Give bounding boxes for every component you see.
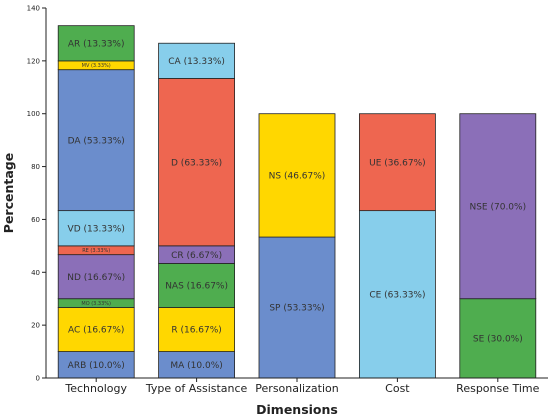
y-tick-label: 20 bbox=[31, 322, 40, 330]
bar-stack: CE (63.33%) UE (36.67%) bbox=[358, 113, 436, 379]
bar-segment bbox=[459, 113, 537, 300]
x-axis-title: Dimensions bbox=[256, 402, 338, 417]
bar-segment-label: AC (16.67%) bbox=[68, 326, 124, 336]
x-tick-label: Response Time bbox=[456, 382, 539, 395]
y-tick-label: 60 bbox=[31, 216, 40, 224]
bar-segment-label: R (16.67%) bbox=[171, 326, 221, 336]
bar-stack: MA (10.0%) R (16.67%) NAS (16.67%) CR (6.67… bbox=[158, 42, 236, 379]
bar-segment-label: RE (3.33%) bbox=[82, 248, 110, 254]
y-tick-label: 120 bbox=[27, 57, 40, 65]
bar-segment bbox=[57, 254, 135, 300]
bar-segment bbox=[258, 113, 336, 238]
bar-segment-label: NAS (16.67%) bbox=[165, 282, 228, 292]
bar-segment-label: MO (3.33%) bbox=[81, 301, 111, 307]
x-tick-label: Technology bbox=[64, 382, 127, 395]
bar-segment-label: CA (13.33%) bbox=[168, 57, 225, 67]
y-tick-label: 80 bbox=[31, 163, 40, 171]
bar-segment-label: MV (3.33%) bbox=[82, 63, 111, 69]
bar-stack: SP (53.33%) NS (46.67%) bbox=[258, 113, 336, 379]
bar-segment-label: CE (63.33%) bbox=[369, 290, 425, 300]
bar-segment bbox=[358, 210, 436, 379]
bar-stack: SE (30.0%) NSE (70.0%) bbox=[459, 113, 537, 379]
bar-segment-label: D (63.33%) bbox=[171, 158, 222, 168]
bar-segment bbox=[158, 263, 236, 308]
y-axis-ticks: 0 20 40 60 80 100 120 140 bbox=[27, 5, 46, 383]
bar-segment-label: SP (53.33%) bbox=[269, 304, 324, 314]
bar-segment-label: ARB (10.0%) bbox=[68, 361, 125, 371]
bar-segment bbox=[158, 307, 236, 352]
bar-segment-label: UE (36.67%) bbox=[369, 158, 425, 168]
bar-segment-label: NS (46.67%) bbox=[269, 172, 326, 182]
x-axis-ticks: Technology Type of Assistance Personalizat… bbox=[64, 378, 540, 395]
bar-segment-label: VD (13.33%) bbox=[68, 224, 125, 234]
y-tick-label: 40 bbox=[31, 269, 40, 277]
y-tick-label: 0 bbox=[36, 375, 40, 383]
bar-segment bbox=[258, 236, 336, 379]
bar-segment-label: AR (13.33%) bbox=[68, 39, 125, 49]
bar-segment bbox=[158, 351, 236, 379]
y-axis-title: Percentage bbox=[1, 153, 16, 233]
bar-segment bbox=[57, 351, 135, 379]
y-tick-label: 100 bbox=[27, 110, 40, 118]
y-tick-label: 140 bbox=[27, 5, 40, 13]
bar-segment-label: DA (53.33%) bbox=[68, 136, 125, 146]
bar-segment-label: CR (6.67%) bbox=[171, 251, 222, 261]
bar-segment bbox=[158, 78, 236, 247]
x-tick-label: Personalization bbox=[255, 382, 338, 395]
bar-segment bbox=[158, 42, 236, 79]
x-tick-label: Type of Assistance bbox=[145, 382, 248, 395]
bar-stack: ARB (10.0%) AC (16.67%) MO (3.33%) ND (16.6… bbox=[57, 25, 135, 379]
plot-area: ARB (10.0%) AC (16.67%) MO (3.33%) ND (16.6… bbox=[57, 25, 537, 379]
bar-segment bbox=[57, 25, 135, 62]
bar-segment bbox=[57, 307, 135, 352]
bar-segment-label: ND (16.67%) bbox=[67, 273, 125, 283]
bar-segment-label: SE (30.0%) bbox=[473, 335, 523, 345]
bar-segment-label: NSE (70.0%) bbox=[469, 202, 526, 212]
bar-segment bbox=[358, 113, 436, 212]
bar-segment-label: MA (10.0%) bbox=[170, 361, 222, 371]
x-tick-label: Cost bbox=[385, 382, 410, 395]
